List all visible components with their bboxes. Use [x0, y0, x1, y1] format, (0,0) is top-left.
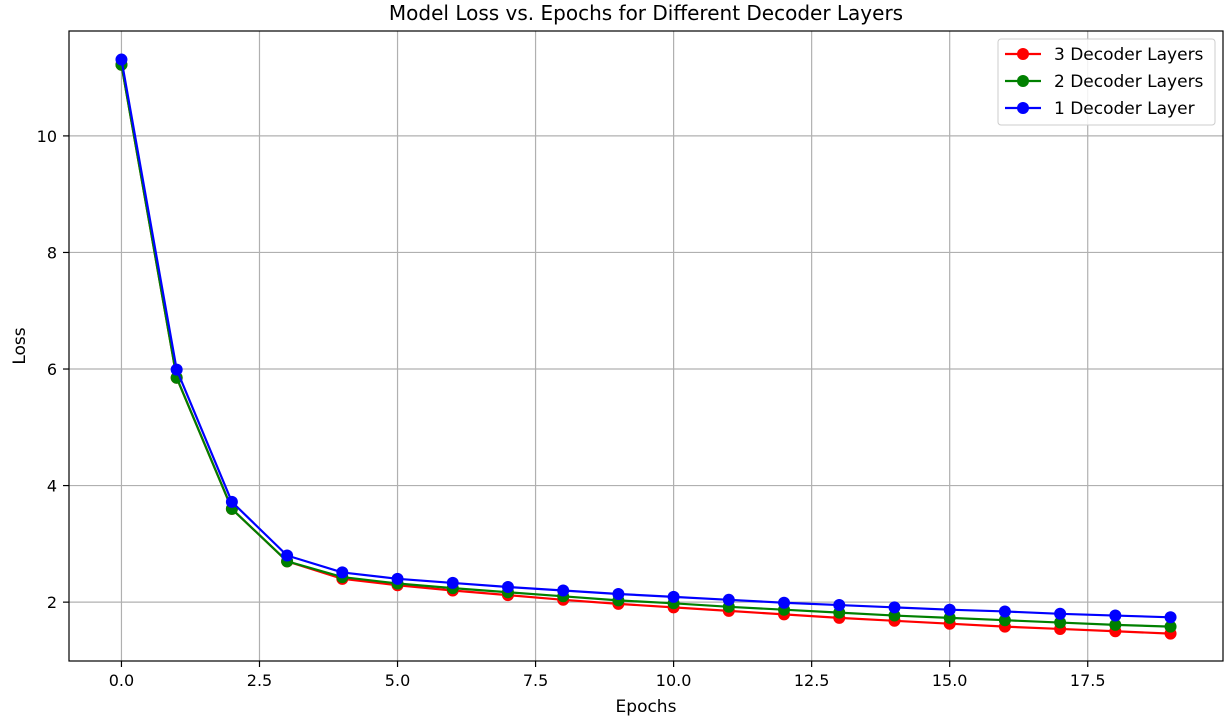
x-axis-label: Epochs — [616, 697, 677, 717]
series-layer — [115, 53, 1177, 640]
data-point — [833, 599, 846, 612]
legend-label: 3 Decoder Layers — [1054, 45, 1204, 65]
data-point — [225, 495, 238, 508]
series-2 — [115, 58, 1177, 633]
y-tick-label: 6 — [47, 360, 57, 379]
x-tick-label: 12.5 — [794, 671, 830, 690]
y-tick-label: 2 — [47, 593, 57, 612]
data-point — [1109, 618, 1122, 631]
series-line — [120, 64, 1171, 628]
legend: 3 Decoder Layers 2 Decoder Layers 1 Decode… — [997, 38, 1216, 126]
legend-item: 1 Decoder Layer — [1005, 99, 1195, 119]
legend-label: 2 Decoder Layers — [1054, 72, 1204, 92]
data-point — [943, 603, 956, 616]
data-point — [170, 363, 183, 376]
data-point — [888, 601, 901, 614]
data-point — [612, 587, 625, 600]
x-tick-label: 17.5 — [1070, 671, 1106, 690]
data-point — [391, 572, 404, 585]
legend-marker — [1017, 48, 1029, 60]
data-point — [722, 593, 735, 606]
data-point — [1109, 609, 1122, 622]
legend-label: 1 Decoder Layer — [1054, 99, 1195, 119]
data-point — [501, 580, 514, 593]
plot-frame — [68, 30, 1224, 662]
chart-title: Model Loss vs. Epochs for Different Deco… — [389, 1, 903, 25]
x-tick-label: 15.0 — [932, 671, 968, 690]
data-point — [336, 566, 349, 579]
series-3 — [115, 53, 1177, 624]
series-line — [120, 59, 1171, 619]
x-tick-label: 0.0 — [109, 671, 134, 690]
legend-item: 3 Decoder Layers — [1005, 45, 1204, 65]
data-point — [1164, 611, 1177, 624]
x-tick-label: 10.0 — [656, 671, 692, 690]
data-point — [1164, 620, 1177, 633]
legend-marker — [1017, 75, 1029, 87]
legend-item: 2 Decoder Layers — [1005, 72, 1204, 92]
data-point — [1054, 607, 1067, 620]
data-point — [557, 584, 570, 597]
x-axis-ticks: 0.0 2.5 5.0 7.5 10.0 12.5 15.0 17.5 — [109, 661, 1106, 690]
x-tick-label: 7.5 — [523, 671, 548, 690]
y-axis-label: Loss — [10, 327, 30, 364]
data-point — [1054, 616, 1067, 629]
x-tick-label: 5.0 — [385, 671, 410, 690]
data-point — [778, 596, 791, 609]
data-point — [998, 614, 1011, 627]
data-point — [115, 53, 128, 66]
x-tick-label: 2.5 — [247, 671, 272, 690]
data-point — [446, 576, 459, 589]
y-tick-label: 4 — [47, 477, 57, 496]
series-1 — [115, 58, 1177, 640]
data-point — [281, 549, 294, 562]
legend-box — [997, 38, 1216, 126]
y-tick-label: 8 — [47, 243, 57, 262]
legend-marker — [1017, 102, 1029, 114]
y-tick-label: 10 — [37, 127, 57, 146]
data-point — [998, 605, 1011, 618]
data-point — [667, 590, 680, 603]
y-axis-ticks: 2 4 6 8 10 — [37, 127, 69, 612]
